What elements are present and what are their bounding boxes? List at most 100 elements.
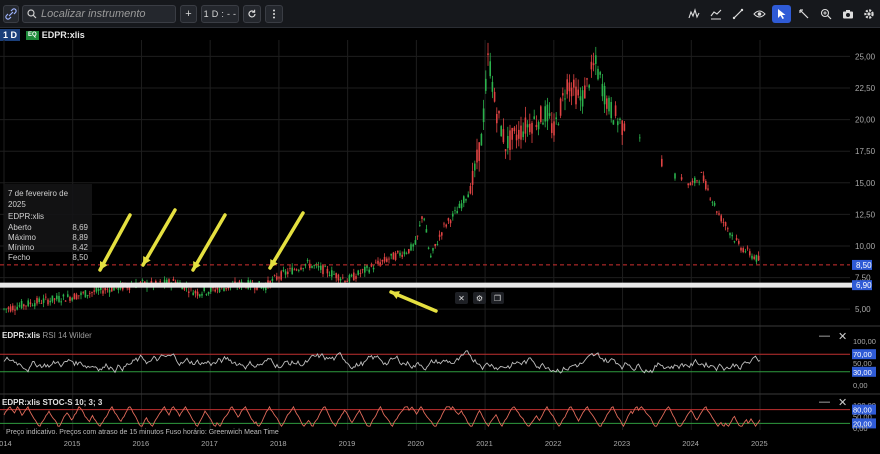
more-vertical-icon[interactable] — [265, 5, 283, 23]
candle-body — [716, 211, 718, 213]
instrument-search[interactable] — [22, 5, 176, 23]
candle-body — [449, 220, 452, 224]
candle-body — [478, 142, 480, 161]
zoom-icon[interactable] — [816, 5, 835, 23]
candle-body — [366, 265, 368, 268]
price-tick-label: 7,50 — [855, 274, 871, 283]
candle-body — [689, 182, 692, 186]
candle-body — [108, 289, 111, 293]
candle-body — [97, 289, 100, 291]
rsi-indicator: RSI 14 Wilder — [42, 331, 92, 340]
candle-body — [317, 265, 320, 268]
candle-body — [111, 286, 113, 292]
candle-body — [31, 305, 34, 307]
candle-body — [53, 298, 56, 300]
close-pane-icon[interactable]: ✕ — [838, 397, 848, 409]
symbol-label[interactable]: EDPR:xlis — [41, 30, 85, 40]
candle-body — [284, 271, 287, 275]
candle-body — [381, 259, 384, 262]
candle-body — [493, 91, 496, 102]
info-value: 8,69 — [72, 223, 88, 232]
candle-body — [639, 137, 641, 139]
rsi-pane-title: EDPR:xlis RSI 14 Wilder — [2, 331, 92, 340]
draw-line-icon[interactable] — [728, 5, 747, 23]
candle-body — [619, 118, 621, 120]
candle-body — [16, 306, 18, 310]
candle-body — [430, 255, 432, 258]
time-tick-label: 2020 — [407, 439, 424, 448]
cursor-icon[interactable] — [772, 5, 791, 23]
close-icon[interactable]: ✕ — [455, 292, 468, 304]
candle-body — [568, 82, 571, 92]
minimize-icon[interactable]: — — [819, 396, 830, 408]
grid-lines — [0, 40, 850, 430]
candle-body — [166, 279, 168, 284]
time-tick-label: 2022 — [545, 439, 562, 448]
candle-body — [346, 280, 348, 282]
candle-body — [460, 203, 463, 209]
candle-body — [58, 295, 60, 302]
candle-body — [702, 175, 705, 182]
candle-body — [355, 276, 357, 279]
candle-body — [210, 287, 212, 292]
yellow-arrowhead — [99, 261, 108, 270]
candle-body — [537, 122, 540, 130]
time-tick-label: 2024 — [682, 439, 699, 448]
candle-body — [64, 300, 67, 302]
settings-icon[interactable] — [859, 5, 878, 23]
candle-body — [458, 203, 461, 208]
equity-badge: EQ — [26, 30, 39, 40]
price-series — [3, 42, 760, 315]
gear-icon[interactable]: ⚙ — [473, 292, 486, 304]
candle-body — [377, 260, 379, 264]
ruler-icon[interactable] — [794, 5, 813, 23]
candle-body — [93, 290, 95, 292]
search-input[interactable] — [41, 8, 171, 20]
candle-body — [427, 247, 430, 249]
chart-style-icon[interactable] — [706, 5, 725, 23]
candle-body — [348, 275, 351, 282]
candle-body — [434, 243, 436, 247]
candle-body — [25, 305, 27, 307]
add-button[interactable]: + — [180, 5, 197, 23]
rsi-tick-label: 100,00 — [853, 337, 876, 346]
close-pane-icon[interactable]: ✕ — [838, 331, 848, 343]
rsi-tick-label: 50,00 — [853, 359, 872, 368]
yellow-arrow — [389, 290, 438, 313]
minimize-icon[interactable]: — — [819, 330, 830, 342]
time-tick-label: 2015 — [64, 439, 81, 448]
indicator-icon[interactable] — [684, 5, 703, 23]
eye-icon[interactable] — [750, 5, 769, 23]
candle-body — [524, 117, 527, 134]
candle-body — [298, 270, 300, 271]
timeframe-button[interactable]: 1 D : - - — [201, 5, 239, 23]
candle-body — [718, 213, 720, 215]
candle-body — [698, 181, 700, 183]
candle-body — [313, 265, 315, 266]
candle-body — [216, 287, 219, 290]
link-icon[interactable] — [3, 5, 19, 23]
yellow-arrow — [141, 208, 177, 267]
time-tick-label: 2014 — [0, 439, 12, 448]
candle-body — [196, 291, 199, 296]
candle-body — [234, 281, 236, 283]
candle-body — [612, 120, 615, 125]
copy-icon[interactable]: ❐ — [491, 292, 504, 304]
candle-body — [480, 133, 483, 146]
timeframe-label[interactable]: 1 D — [0, 29, 21, 41]
candle-body — [687, 183, 689, 186]
candle-body — [36, 297, 38, 304]
search-icon — [27, 9, 37, 19]
candle-body — [20, 300, 23, 309]
candle-body — [621, 120, 623, 135]
candle-body — [456, 210, 458, 214]
candle-body — [744, 251, 747, 253]
candle-body — [713, 202, 716, 206]
camera-icon[interactable] — [838, 5, 857, 23]
candle-body — [390, 253, 392, 256]
candle-body — [29, 302, 32, 305]
candle-body — [403, 251, 406, 255]
refresh-icon[interactable] — [243, 5, 261, 23]
stoch-indicator: STOC-S 10; 3; 3 — [42, 398, 103, 407]
